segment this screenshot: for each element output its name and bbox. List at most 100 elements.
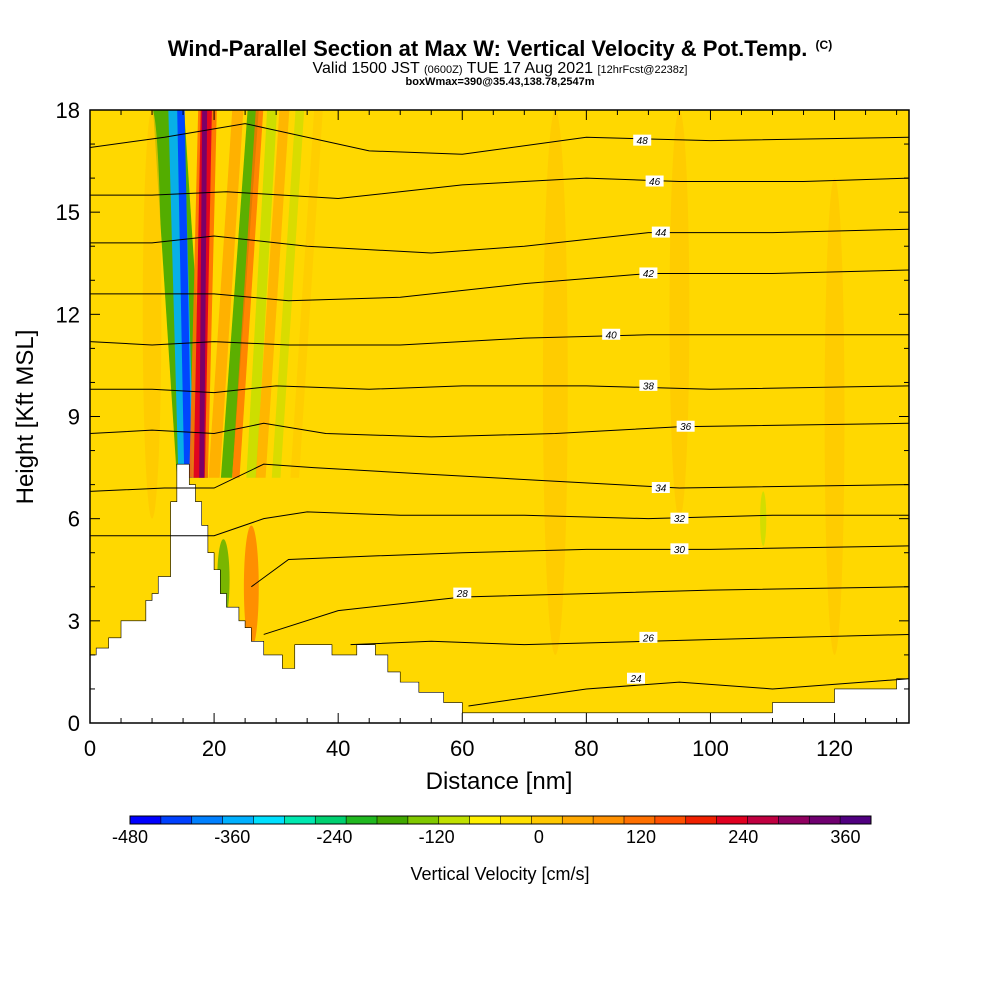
y-tick-label: 15: [56, 200, 80, 225]
contour-label-bg: [639, 379, 658, 391]
theta-contour-38: [90, 385, 909, 394]
x-tick-label: 100: [692, 736, 729, 761]
wave-streak: [290, 110, 323, 478]
contour-label: 28: [456, 589, 469, 600]
theta-contour-30: [251, 545, 909, 588]
x-tick-label: 40: [326, 736, 350, 761]
contour-label-bg: [633, 134, 652, 146]
colorbar-swatch: [593, 816, 625, 824]
contour-label-bg: [651, 482, 670, 494]
velocity-patch: [824, 178, 845, 655]
contour-label: 48: [637, 136, 649, 147]
contour-label: 38: [643, 381, 655, 392]
colorbar-swatch: [654, 816, 687, 824]
theta-contour-46: [90, 177, 909, 200]
colorbar-swatch: [562, 816, 594, 824]
y-tick-label: 6: [68, 507, 80, 532]
theta-contour-32: [90, 511, 909, 537]
colorbar-swatch: [222, 816, 254, 824]
colorbar-swatch: [531, 816, 563, 824]
contour-label-bg: [627, 672, 645, 684]
contour-label: 40: [606, 330, 618, 341]
theta-contour-26: [350, 633, 909, 646]
x-axis-label: Distance [nm]: [426, 768, 573, 795]
colorbar-swatch: [346, 816, 378, 824]
colorbar-swatch: [716, 816, 748, 824]
x-tick-label: 60: [450, 736, 474, 761]
colorbar-swatch: [747, 816, 779, 824]
box-info: boxWmax=390@35.43,138.78,2547m: [405, 76, 595, 88]
contour-label: 32: [674, 514, 686, 525]
theta-contour-40: [90, 334, 909, 346]
colorbar-swatch: [284, 816, 316, 824]
colorbar-tick-label: -120: [419, 827, 455, 847]
x-tick-label: 0: [84, 736, 96, 761]
velocity-patch: [760, 491, 767, 546]
colorbar-tick-label: -360: [214, 827, 250, 847]
colorbar-swatch: [407, 816, 440, 824]
y-axis-label: Height [Kft MSL]: [12, 330, 39, 505]
colorbar-tick-label: 360: [830, 827, 860, 847]
y-tick-label: 18: [56, 98, 80, 123]
wave-streak: [255, 110, 290, 478]
chart-title: Wind-Parallel Section at Max W: Vertical…: [0, 36, 1000, 62]
colorbar-swatch: [377, 816, 409, 824]
velocity-patch: [669, 110, 690, 519]
utc-time: (0600Z): [423, 64, 463, 76]
colorbar-swatch: [191, 816, 223, 824]
x-tick-label: 120: [816, 736, 853, 761]
contour-label: 46: [649, 177, 661, 188]
contour-label-bg: [676, 420, 695, 432]
x-tick-label: 80: [574, 736, 598, 761]
colorbar-swatch: [778, 816, 810, 824]
wave-streak: [220, 110, 259, 478]
colorbar-swatch: [130, 816, 162, 824]
colorbar-tick-label: 0: [534, 827, 544, 847]
contour-label: 42: [643, 269, 655, 280]
contour-label-bg: [639, 267, 658, 279]
y-tick-label: 0: [68, 711, 80, 736]
colorbar-swatch: [315, 816, 347, 824]
theta-contour-48: [90, 123, 909, 155]
y-tick-label: 3: [68, 609, 80, 634]
colorbar-tick-label: -240: [316, 827, 352, 847]
theta-contour-34: [90, 463, 909, 492]
contour-label: 36: [680, 422, 692, 433]
colorbar-swatch: [500, 816, 532, 824]
colorbar-tick-label: 120: [626, 827, 656, 847]
contour-label-bg: [670, 543, 689, 555]
theta-contour-28: [263, 586, 909, 635]
contour-label-bg: [639, 631, 658, 643]
y-tick-label: 12: [56, 302, 80, 327]
contour-label: 34: [655, 484, 667, 495]
colorbar-swatch: [840, 816, 872, 824]
chart-subtitle: Valid 1500 JST (0600Z) TUE 17 Aug 2021 […: [0, 60, 1000, 78]
theta-contour-36: [90, 422, 909, 438]
contour-label: 24: [629, 674, 642, 685]
colorbar-swatch: [160, 816, 193, 824]
colorbar-swatch: [809, 816, 841, 824]
velocity-patch: [542, 110, 568, 655]
contour-label-bg: [670, 512, 689, 524]
terrain-profile: [89, 463, 910, 724]
forecast-info: [12hrFcst@2238z]: [597, 64, 688, 76]
valid-date: TUE 17 Aug 2021: [466, 60, 593, 77]
chart-title-text: Wind-Parallel Section at Max W: Vertical…: [167, 36, 808, 61]
wave-streak: [246, 110, 278, 478]
colorbar-tick-label: -480: [112, 827, 148, 847]
contour-label: 30: [674, 545, 686, 556]
colorbar-swatch: [624, 816, 656, 824]
colorbar-swatch: [438, 816, 470, 824]
colorbar-swatch: [469, 816, 501, 824]
terrain-mask: [89, 463, 910, 724]
wave-streak: [232, 110, 264, 478]
colorbar-swatch: [253, 816, 285, 824]
colorbar-tick-label: 240: [728, 827, 758, 847]
colorbar: -480 -360 -240 -120 0 120 240 360: [112, 815, 872, 847]
valid-prefix: Valid 1500 JST: [312, 60, 420, 77]
contour-label-bg: [453, 587, 472, 599]
theta-contour-42: [90, 269, 909, 302]
copyright-mark: (C): [815, 38, 833, 52]
